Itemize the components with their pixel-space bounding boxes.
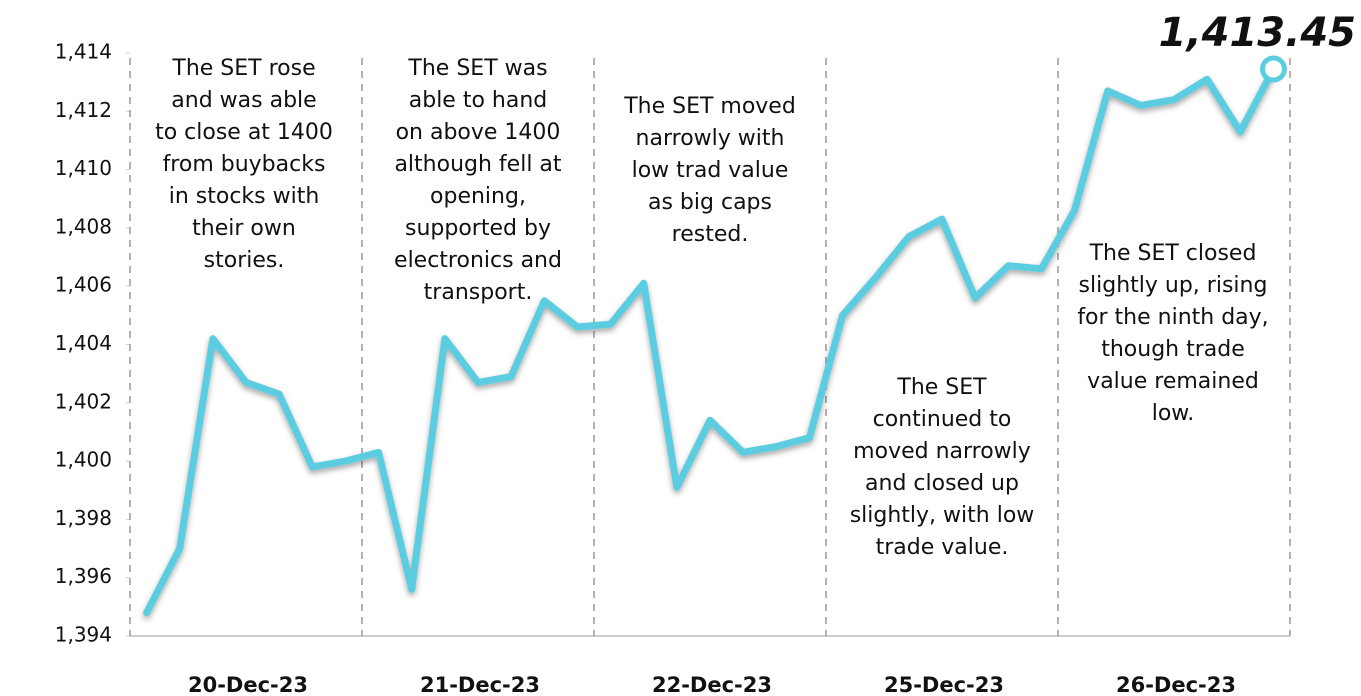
annotation: The SET [896, 375, 987, 400]
annotation: The SET was [407, 56, 547, 81]
annotation: slightly up, rising [1079, 273, 1268, 298]
y-tick-label: 1,412 [55, 98, 112, 122]
y-tick-label: 1,400 [55, 448, 112, 472]
annotation: The SET closed [1089, 241, 1257, 266]
annotation: on above 1400 [396, 120, 561, 145]
annotation: The SET rose [171, 56, 315, 81]
annotation: moved narrowly [853, 439, 1031, 464]
y-tick-label: 1,408 [55, 214, 112, 238]
annotation: low trad value [632, 158, 789, 183]
annotation: able to hand [409, 88, 548, 113]
x-tick-label: 22-Dec-23 [652, 673, 772, 696]
annotation: supported by [405, 216, 551, 241]
y-tick-label: 1,402 [55, 389, 112, 413]
annotation: slightly, with low [850, 503, 1035, 528]
annotation: electronics and [394, 248, 562, 273]
annotation: and was able [171, 88, 316, 113]
annotation: low. [1152, 401, 1195, 426]
annotation: although fell at [394, 152, 561, 177]
y-tick-label: 1,410 [55, 156, 112, 180]
annotation: their own [192, 216, 296, 241]
annotation: from buybacks [163, 152, 326, 177]
y-tick-label: 1,404 [55, 331, 112, 355]
annotation: continued to [873, 407, 1012, 432]
annotation: opening, [430, 184, 526, 209]
annotation: stories. [204, 248, 285, 273]
annotation: in stocks with [169, 184, 320, 209]
value-label: 1,413.45 [1159, 10, 1356, 56]
annotation: narrowly with [636, 126, 785, 151]
x-tick-label: 26-Dec-23 [1116, 673, 1236, 696]
end-point [1259, 55, 1287, 83]
y-tick-label: 1,414 [55, 40, 112, 64]
line-series [143, 65, 1277, 617]
x-tick-label: 25-Dec-23 [884, 673, 1004, 696]
annotation: trade value. [876, 535, 1009, 560]
annotation: to close at 1400 [155, 120, 333, 145]
annotation: and closed up [865, 471, 1019, 496]
annotation: value remained [1087, 369, 1259, 394]
annotation: The SET moved [623, 94, 796, 119]
annotation: transport. [424, 280, 533, 305]
y-tick-label: 1,394 [55, 623, 112, 647]
annotation: though trade [1101, 337, 1245, 362]
y-tick-label: 1,396 [55, 564, 112, 588]
x-tick-label: 20-Dec-23 [188, 673, 308, 696]
annotation: rested. [672, 222, 749, 247]
x-tick-label: 21-Dec-23 [420, 673, 540, 696]
annotation: as big caps [648, 190, 772, 215]
y-tick-label: 1,406 [55, 273, 112, 297]
annotation: for the ninth day, [1077, 305, 1268, 330]
y-tick-label: 1,398 [55, 506, 112, 530]
